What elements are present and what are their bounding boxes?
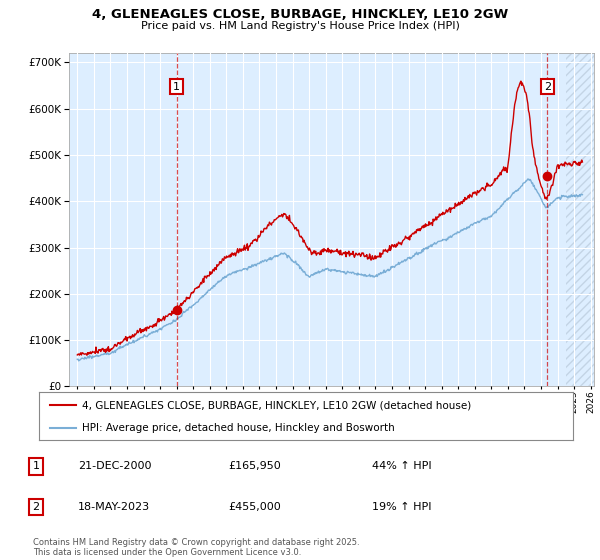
Text: Contains HM Land Registry data © Crown copyright and database right 2025.
This d: Contains HM Land Registry data © Crown c… xyxy=(33,538,359,557)
Text: 44% ↑ HPI: 44% ↑ HPI xyxy=(372,461,431,472)
Text: £455,000: £455,000 xyxy=(228,502,281,512)
Text: Price paid vs. HM Land Registry's House Price Index (HPI): Price paid vs. HM Land Registry's House … xyxy=(140,21,460,31)
Text: 21-DEC-2000: 21-DEC-2000 xyxy=(78,461,151,472)
Text: 1: 1 xyxy=(32,461,40,472)
Text: £165,950: £165,950 xyxy=(228,461,281,472)
Text: 4, GLENEAGLES CLOSE, BURBAGE, HINCKLEY, LE10 2GW: 4, GLENEAGLES CLOSE, BURBAGE, HINCKLEY, … xyxy=(92,8,508,21)
Bar xyxy=(566,53,594,386)
Text: 4, GLENEAGLES CLOSE, BURBAGE, HINCKLEY, LE10 2GW (detached house): 4, GLENEAGLES CLOSE, BURBAGE, HINCKLEY, … xyxy=(82,400,471,410)
Text: HPI: Average price, detached house, Hinckley and Bosworth: HPI: Average price, detached house, Hinc… xyxy=(82,423,394,433)
Text: 2: 2 xyxy=(32,502,40,512)
Text: 1: 1 xyxy=(173,82,180,91)
Text: 18-MAY-2023: 18-MAY-2023 xyxy=(78,502,150,512)
Text: 19% ↑ HPI: 19% ↑ HPI xyxy=(372,502,431,512)
Text: 2: 2 xyxy=(544,82,551,91)
